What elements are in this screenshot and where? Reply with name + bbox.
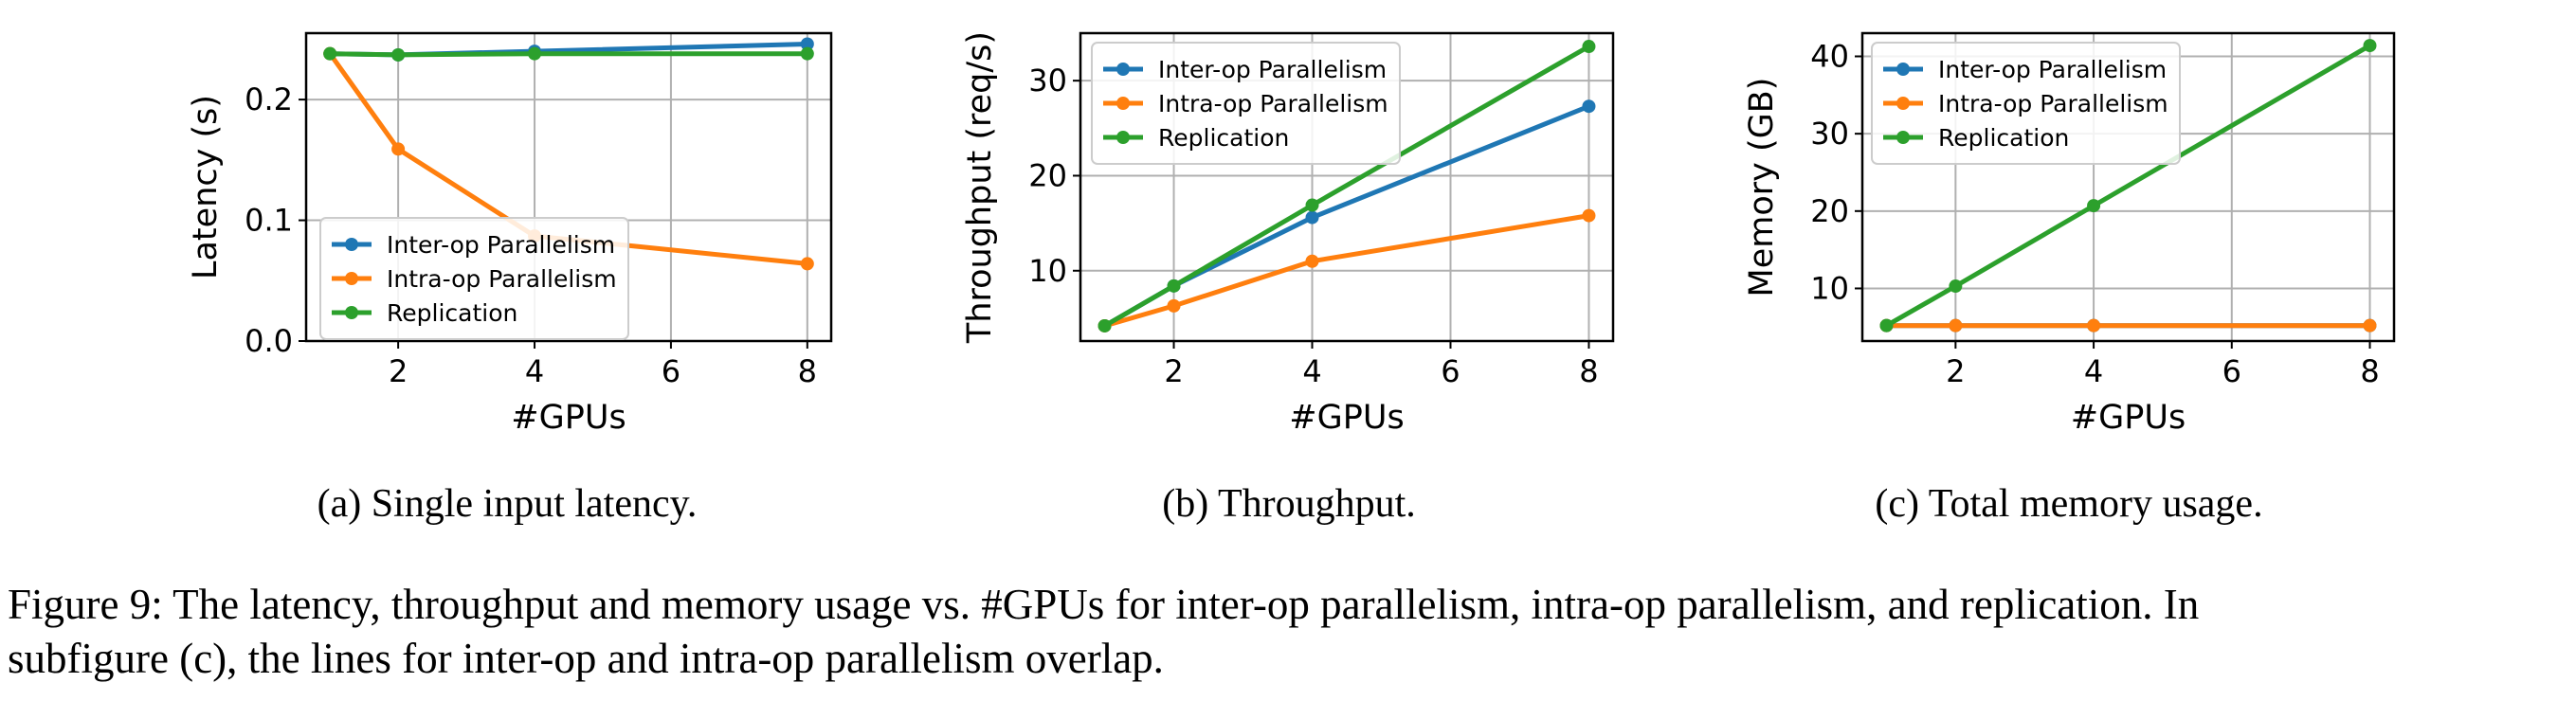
x-axis-label: #GPUs [511, 399, 626, 437]
plot-frame [1860, 31, 2396, 343]
x-tick-label: 2 [389, 353, 408, 389]
data-point-replication [2087, 199, 2101, 213]
x-tick-label: 2 [1946, 353, 1965, 389]
data-point-replication [528, 46, 542, 61]
data-point-intra-op-parallelism [800, 257, 814, 271]
legend-marker-inter-op-parallelism [345, 238, 358, 251]
x-tick-label: 8 [1579, 353, 1598, 389]
legend-label-replication: Replication [1938, 124, 2069, 152]
legend-marker-replication [1116, 131, 1130, 144]
legend-marker-intra-op-parallelism [345, 272, 358, 285]
series-line-intra-op-parallelism [328, 52, 808, 266]
x-axis-label: #GPUs [1289, 399, 1404, 437]
legend-label-replication: Replication [387, 299, 517, 327]
data-point-inter-op-parallelism [1305, 210, 1319, 225]
x-tick-label: 4 [525, 353, 544, 389]
x-tick-label: 8 [798, 353, 817, 389]
data-point-replication [800, 46, 814, 61]
latency-chart: 2 4 6 8 0.0 0.1 0.2 #GPUs Latency (s) Inter-op Pa… [187, 31, 833, 437]
caption-memory: (c) Total memory usage. [1875, 482, 2263, 526]
y-tick-label: 40 [1810, 38, 1849, 74]
data-point-inter-op-parallelism [800, 37, 814, 51]
x-tick-label: 6 [2222, 353, 2241, 389]
data-point-intra-op-parallelism [1949, 318, 1963, 333]
y-tick-label: 20 [1028, 157, 1067, 193]
legend-label-intra-op-parallelism: Intra-op Parallelism [1158, 90, 1388, 117]
throughput-chart: 2 4 6 8 10 20 30 #GPUs Throughput (req/s) Inter-o… [961, 31, 1615, 437]
x-tick-label: 2 [1164, 353, 1183, 389]
x-tick-label: 4 [1302, 353, 1321, 389]
legend-marker-inter-op-parallelism [1116, 63, 1130, 76]
legend-label-intra-op-parallelism: Intra-op Parallelism [1938, 90, 2168, 117]
legend-marker-replication [1896, 131, 1910, 144]
data-point-intra-op-parallelism [1167, 298, 1181, 313]
figure-caption-line-2: subfigure (c), the lines for inter-op an… [8, 635, 1164, 682]
data-point-intra-op-parallelism [2363, 318, 2377, 333]
data-point-intra-op-parallelism [1582, 208, 1596, 223]
legend-box [1091, 42, 1401, 165]
legend-box [319, 217, 629, 340]
data-point-replication [1879, 318, 1894, 333]
data-point-replication [1949, 279, 1963, 294]
series-line-replication [1885, 43, 2371, 328]
data-point-intra-op-parallelism [2087, 318, 2101, 333]
figure-caption-line-1: Figure 9: The latency, throughput and me… [8, 581, 2200, 628]
y-tick-label: 10 [1810, 270, 1849, 306]
legend-label-inter-op-parallelism: Inter-op Parallelism [1158, 56, 1387, 83]
legend-label-inter-op-parallelism: Inter-op Parallelism [387, 231, 615, 259]
data-point-replication [1305, 198, 1319, 212]
data-point-replication [323, 46, 337, 61]
legend-marker-intra-op-parallelism [1896, 97, 1910, 110]
x-tick-label: 4 [2084, 353, 2103, 389]
x-tick-label: 8 [2360, 353, 2379, 389]
legend-label-replication: Replication [1158, 124, 1289, 152]
legend-marker-intra-op-parallelism [1116, 97, 1130, 110]
series-line-replication [330, 51, 807, 58]
legend-marker-inter-op-parallelism [1896, 63, 1910, 76]
legend-label-inter-op-parallelism: Inter-op Parallelism [1938, 56, 2167, 83]
x-axis-label: #GPUs [2071, 399, 2186, 437]
data-point-intra-op-parallelism [1305, 254, 1319, 268]
y-tick-label: 30 [1028, 63, 1067, 99]
data-point-intra-op-parallelism [391, 142, 406, 156]
legend-label-intra-op-parallelism: Intra-op Parallelism [387, 265, 617, 293]
series-line-replication [1103, 44, 1590, 329]
series-line-intra-op-parallelism [1103, 213, 1589, 329]
data-point-replication [1582, 40, 1596, 54]
data-point-inter-op-parallelism [1582, 99, 1596, 114]
y-tick-label: 10 [1028, 253, 1067, 289]
y-tick-label: 0.2 [245, 81, 293, 117]
memory-chart: 2 4 6 8 10 20 30 40 #GPUs Memory (GB) Inter-op Par… [1743, 31, 2396, 437]
data-point-replication [1167, 279, 1181, 293]
figure-caption: Figure 9: The latency, throughput and me… [8, 578, 2567, 686]
data-point-replication [1098, 318, 1112, 333]
plot-frame [304, 31, 833, 343]
caption-throughput: (b) Throughput. [1162, 482, 1416, 526]
y-tick-label: 0.0 [245, 323, 293, 359]
y-tick-label: 20 [1810, 193, 1849, 229]
y-axis-label: Throughput (req/s) [961, 31, 999, 344]
legend-marker-replication [345, 306, 358, 319]
y-axis-label: Latency (s) [187, 95, 225, 279]
legend-box [1871, 42, 2181, 165]
caption-latency: (a) Single input latency. [317, 482, 698, 526]
plot-frame [1079, 31, 1615, 343]
x-tick-label: 6 [662, 353, 680, 389]
data-point-replication [391, 47, 406, 62]
x-tick-label: 6 [1441, 353, 1460, 389]
y-tick-label: 0.1 [245, 203, 293, 239]
y-tick-label: 30 [1810, 116, 1849, 152]
data-point-replication [2363, 39, 2377, 53]
y-axis-label: Memory (GB) [1743, 78, 1781, 297]
